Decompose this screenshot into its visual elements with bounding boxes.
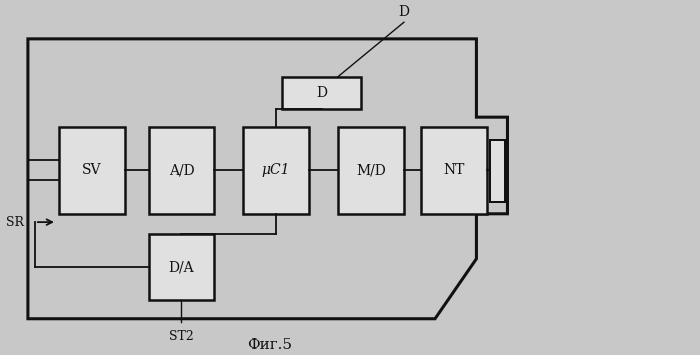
Bar [243, 127, 309, 214]
Text: SR: SR [6, 215, 25, 229]
Text: SV: SV [82, 164, 102, 178]
Text: D/A: D/A [169, 260, 195, 274]
Bar [148, 127, 214, 214]
Text: ST2: ST2 [169, 331, 194, 343]
Text: Фиг.5: Фиг.5 [247, 338, 292, 352]
Text: D: D [316, 86, 327, 100]
Text: μC1: μC1 [262, 164, 290, 178]
Text: D: D [398, 5, 409, 19]
Bar [421, 127, 486, 214]
Bar [338, 127, 404, 214]
Bar [490, 141, 505, 202]
Bar [148, 234, 214, 300]
Bar [59, 127, 125, 214]
Text: NT: NT [443, 164, 465, 178]
Text: A/D: A/D [169, 164, 195, 178]
Bar [282, 77, 361, 109]
Text: M/D: M/D [356, 164, 386, 178]
